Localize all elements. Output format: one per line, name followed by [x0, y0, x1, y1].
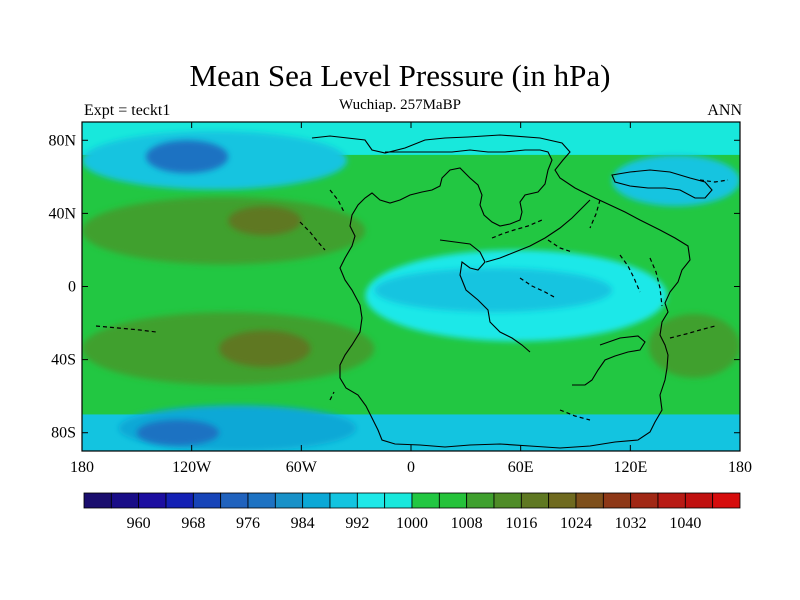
x-tick-label: 120W [172, 459, 212, 476]
tethys-east-shore [485, 199, 591, 263]
colorbar-label: 1032 [615, 515, 647, 532]
colorbar-swatch [438, 492, 468, 509]
colorbar-swatch [466, 492, 495, 509]
island-arc [299, 221, 326, 251]
pressure-region [219, 330, 311, 367]
colorbar-swatch [712, 492, 741, 509]
colorbar-label: 984 [291, 515, 315, 532]
island-arc [491, 219, 543, 239]
colorbar-swatch [83, 492, 112, 509]
colorbar-swatch [247, 492, 276, 509]
x-tick-label: 120E [613, 459, 647, 476]
colorbar-label: 1000 [396, 515, 428, 532]
colorbar-swatch [602, 492, 632, 509]
cathaysia-coast [611, 169, 713, 199]
colorbar-swatch [138, 492, 167, 509]
pressure-region [228, 206, 302, 236]
tethys-north-shore [439, 239, 531, 353]
pressure-region [145, 140, 229, 174]
pressure-region [374, 268, 613, 313]
island-arc [669, 325, 716, 339]
x-tick-label: 60W [286, 459, 318, 476]
colorbar-swatch [274, 492, 304, 509]
colorbar-swatch [630, 492, 659, 509]
x-tick-label: 0 [407, 459, 415, 476]
colorbar-label: 1008 [451, 515, 483, 532]
colorbar-swatch [192, 492, 222, 509]
colorbar-swatch [165, 492, 194, 509]
island-arc [329, 391, 335, 401]
colorbar-label: 968 [181, 515, 205, 532]
x-tick-label: 180 [728, 459, 752, 476]
colorbar-label: 1016 [505, 515, 537, 532]
island-arc [649, 257, 663, 307]
gondwana-coast [572, 335, 646, 386]
pressure-region [612, 154, 740, 207]
colorbar-swatch [657, 492, 686, 509]
colorbar-swatch [684, 492, 714, 509]
y-tick-label: 40S [51, 352, 76, 369]
island-arc [589, 199, 601, 229]
map-subtitle: Wuchiap. 257MaBP [339, 97, 461, 113]
pressure-region [648, 313, 740, 378]
island-arc [699, 179, 729, 183]
pressure-region [136, 419, 220, 446]
colorbar-swatch [575, 492, 604, 509]
season-label: ANN [707, 102, 742, 119]
colorbar-swatch [329, 492, 358, 509]
island-arc [519, 277, 557, 299]
y-axis: 80N 40N 0 40S 80S [48, 132, 740, 442]
colorbar-swatch [520, 492, 550, 509]
colorbar-swatch [356, 492, 386, 509]
colorbar-swatch [220, 492, 249, 509]
y-tick-label: 80S [51, 425, 76, 442]
colorbar-swatch [548, 492, 577, 509]
y-tick-label: 80N [48, 132, 76, 149]
island-arc [547, 239, 573, 253]
island-arcs [95, 179, 729, 421]
colorbar-swatch [411, 492, 440, 509]
island-arc [329, 189, 345, 213]
colorbar-swatch [302, 492, 331, 509]
colorbar-label: 1024 [560, 515, 592, 532]
colorbar-label: 1040 [669, 515, 701, 532]
colorbar-label: 976 [236, 515, 260, 532]
colorbar-label: 992 [345, 515, 369, 532]
x-tick-label: 60E [508, 459, 534, 476]
y-tick-label: 40N [48, 205, 76, 222]
map-title: Mean Sea Level Pressure (in hPa) [189, 58, 611, 93]
pangaea-coastline [311, 134, 691, 449]
colorbar-label: 960 [127, 515, 151, 532]
y-tick-label: 0 [68, 279, 76, 296]
color-legend: 960 968 976 984 992 1000 1008 1016 1024 1032 1040 [83, 492, 741, 532]
colorbar-swatch [384, 492, 413, 509]
colorbar-swatch [110, 492, 140, 509]
experiment-label: Expt = teckt1 [84, 102, 171, 119]
island-arc [95, 325, 157, 333]
x-axis: 180 120W 60W 0 60E 120E 180 [70, 122, 752, 476]
island-arc [559, 409, 591, 421]
colorbar-swatch [493, 492, 522, 509]
coastline-layer [311, 134, 713, 449]
pressure-region [82, 196, 366, 265]
contour-fill-layer [82, 122, 740, 451]
x-tick-label: 180 [70, 459, 94, 476]
